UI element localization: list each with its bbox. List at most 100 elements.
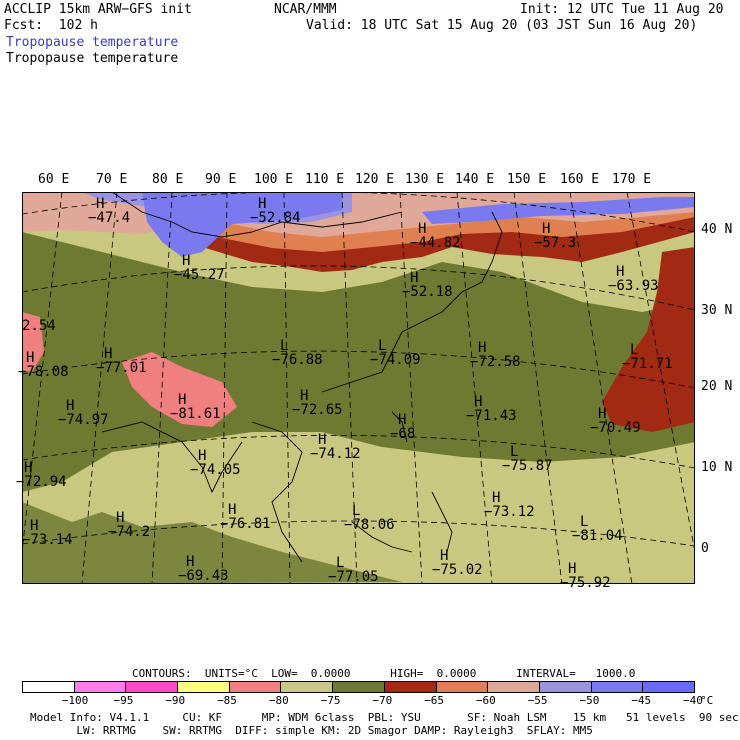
map-frame — [22, 192, 695, 584]
band-minus45 — [142, 192, 342, 257]
legend-tick-label: −55 — [527, 694, 548, 707]
pressure-center-letter: H — [198, 448, 207, 464]
field-title-secondary: Tropopause temperature — [6, 51, 179, 66]
legend-swatch — [126, 682, 179, 692]
init-time: Init: 12 UTC Tue 11 Aug 20 — [520, 2, 724, 17]
pressure-center-letter: H — [318, 432, 327, 448]
legend-swatch — [74, 682, 127, 692]
pressure-center-value: −78.08 — [18, 364, 69, 380]
pressure-center-letter: H — [492, 490, 501, 506]
pressure-center-value: −70.49 — [590, 420, 641, 436]
pressure-center-value: −74.05 — [190, 462, 241, 478]
band-minus70-south — [22, 502, 402, 584]
pressure-center-letter: H — [66, 398, 75, 414]
legend-swatch — [281, 682, 334, 692]
pressure-center-letter: H — [258, 196, 267, 212]
pressure-center-value: −74.97 — [58, 412, 109, 428]
pressure-center-letter: H — [398, 412, 407, 428]
pressure-center-value: −74.12 — [310, 446, 361, 462]
pressure-center-letter: H — [104, 346, 113, 362]
pressure-center-letter: H — [568, 561, 577, 577]
legend-swatch — [436, 682, 489, 692]
pressure-center-letter: H — [26, 350, 35, 366]
pressure-center-letter: H — [616, 264, 625, 280]
pressure-center-letter: H — [418, 221, 427, 237]
pressure-center-letter: H — [178, 392, 187, 408]
legend-tick-label: −45 — [631, 694, 652, 707]
model-info-line: Model Info: V4.1.1 CU: KF MP: WDM 6class… — [30, 711, 739, 724]
legend-swatch — [384, 682, 437, 692]
field-title-primary: Tropopause temperature — [6, 35, 179, 50]
legend-tick-label: −70 — [372, 694, 393, 707]
valid-time: Valid: 18 UTC Sat 15 Aug 20 (03 JST Sun … — [306, 18, 698, 33]
longitude-label: 90 E — [205, 172, 237, 187]
latitude-label: 10 N — [701, 460, 733, 475]
pressure-center-letter: H — [116, 510, 125, 526]
legend-tick-label: −40 — [683, 694, 703, 707]
pressure-center-letter: H — [186, 554, 195, 570]
tropopause-temperature-map — [22, 192, 695, 584]
legend-swatch — [643, 682, 694, 692]
pressure-center-value: −45.27 — [174, 267, 225, 283]
pressure-center-letter: H — [410, 270, 419, 286]
contours-info: CONTOURS: UNITS=°C LOW= 0.0000 HIGH= 0.0… — [132, 667, 636, 680]
pressure-center-value: −52.18 — [402, 284, 453, 300]
band-minus80-india — [122, 352, 237, 427]
pressure-center-value: −47.4 — [88, 210, 131, 226]
pressure-center-value: 2.54 — [22, 318, 56, 334]
pressure-center-letter: H — [440, 548, 449, 564]
pressure-center-value: −81.61 — [170, 406, 221, 422]
longitude-label: 130 E — [405, 172, 445, 187]
graticule — [22, 192, 695, 584]
pressure-center-letter: H — [182, 253, 191, 269]
pressure-center-value: −81.04 — [572, 528, 623, 544]
pressure-center-letter: H — [228, 502, 237, 518]
pressure-center-value: −52.84 — [250, 210, 301, 226]
legend-tick-label: −50 — [579, 694, 600, 707]
latitude-label: 30 N — [701, 303, 733, 318]
pressure-center-letter: L — [378, 338, 387, 354]
legend-swatch — [178, 682, 230, 692]
pressure-center-letter: L — [352, 503, 361, 519]
pressure-center-value: −74.09 — [370, 352, 421, 368]
latitude-label: 20 N — [701, 379, 733, 394]
pressure-center-value: −68 — [390, 426, 416, 442]
pressure-center-value: −73.14 — [22, 532, 73, 548]
pressure-center-letter: L — [510, 444, 519, 460]
latitude-label: 0 — [701, 541, 709, 556]
legend-tick-label: −100 — [61, 694, 89, 707]
pressure-center-letter: L — [580, 514, 589, 530]
pressure-center-value: −77.01 — [96, 360, 147, 376]
legend-swatch — [488, 682, 540, 692]
latitude-label: 40 N — [701, 222, 733, 237]
pressure-center-value: −71.71 — [622, 356, 673, 372]
longitude-label: 120 E — [355, 172, 395, 187]
pressure-center-value: −71.43 — [466, 408, 517, 424]
longitude-label: 140 E — [455, 172, 495, 187]
pressure-center-letter: L — [630, 342, 639, 358]
longitude-label: 100 E — [254, 172, 294, 187]
pressure-center-value: −57.3 — [534, 235, 577, 251]
pressure-center-letter: H — [474, 394, 483, 410]
pressure-center-letter: H — [300, 388, 309, 404]
pressure-center-letter: L — [280, 338, 289, 354]
pressure-center-value: −72.58 — [470, 354, 521, 370]
pressure-center-letter: H — [96, 196, 105, 212]
legend-tick-label: −65 — [424, 694, 445, 707]
coastlines — [101, 192, 503, 563]
pressure-center-value: −63.93 — [608, 278, 659, 294]
pressure-center-value: −69.43 — [178, 568, 229, 584]
legend-swatch — [333, 682, 385, 692]
pressure-center-value: −77.05 — [328, 569, 379, 585]
legend-swatch — [23, 682, 75, 692]
pressure-center-letter: H — [542, 221, 551, 237]
pressure-center-letter: H — [478, 340, 487, 356]
band-minus80-west — [22, 312, 44, 372]
pressure-center-value: −72.94 — [16, 474, 67, 490]
pressure-center-value: −75.02 — [432, 562, 483, 578]
pressure-center-value: −75.87 — [502, 458, 553, 474]
pressure-center-letter: H — [598, 406, 607, 422]
legend-tick-label: −95 — [113, 694, 134, 707]
pressure-center-value: −78.06 — [344, 517, 395, 533]
pressure-center-value: −75.92 — [560, 575, 611, 591]
